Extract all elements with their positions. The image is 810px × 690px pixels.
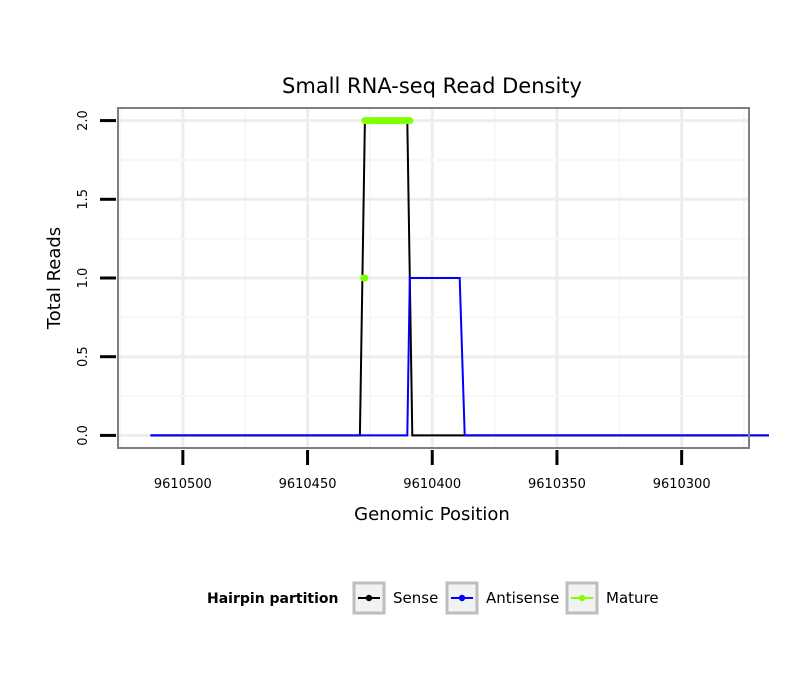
legend-key-point [578,594,586,602]
legend-label: Sense [393,589,438,607]
plot-area [117,107,769,449]
series-layer [150,117,769,437]
y-axis: 0.0 0.5 1.0 1.5 2.0 [76,110,116,446]
legend-item-sense: Sense [352,581,438,615]
x-tick-label: 9610400 [403,477,461,492]
grid [118,108,749,448]
legend-key-point [458,594,466,602]
y-tick-label: 1.5 [76,189,91,210]
legend-label: Antisense [486,589,559,607]
legend-title: Hairpin partition [207,591,338,607]
legend-item-mature: Mature [565,581,659,615]
legend-item-antisense: Antisense [445,581,559,615]
legend-key-point [365,594,373,602]
series-antisense-line [150,277,769,437]
x-axis-title: Genomic Position [354,504,510,525]
legend: Hairpin partition Sense Antisense Mature [207,581,659,615]
legend-label: Mature [606,589,659,607]
y-axis-title: Total Reads [44,227,65,330]
y-tick-label: 1.0 [76,268,91,289]
panel-border [117,107,750,449]
x-tick-label: 9610350 [528,477,586,492]
x-tick-label: 9610450 [279,477,337,492]
x-tick-label: 9610500 [154,477,212,492]
x-axis: 9610500 9610450 9610400 9610350 9610300 [154,450,711,492]
y-tick-label: 0.5 [76,346,91,367]
y-tick-label: 0.0 [76,425,91,446]
y-tick-label: 2.0 [76,110,91,131]
chart-title: Small RNA-seq Read Density [282,74,582,98]
x-tick-label: 9610300 [653,477,711,492]
